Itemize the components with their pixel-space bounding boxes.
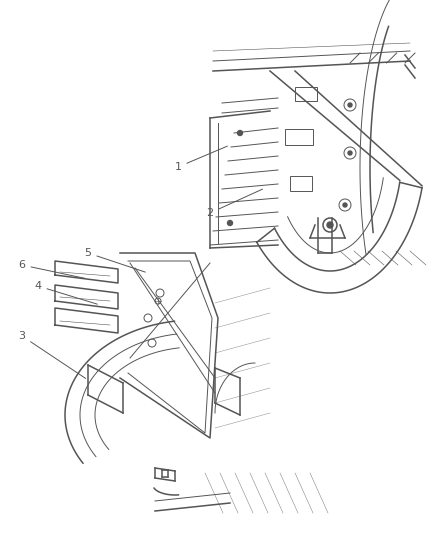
Text: 3: 3 bbox=[18, 331, 86, 378]
Bar bbox=[290, 176, 312, 191]
Circle shape bbox=[227, 221, 233, 225]
Text: 2: 2 bbox=[206, 189, 262, 218]
Text: 1: 1 bbox=[174, 146, 227, 172]
Text: 6: 6 bbox=[18, 260, 85, 278]
Circle shape bbox=[327, 222, 333, 228]
Text: 4: 4 bbox=[35, 281, 97, 304]
Circle shape bbox=[348, 103, 352, 107]
Bar bbox=[295, 87, 317, 101]
Bar bbox=[285, 129, 313, 145]
Circle shape bbox=[343, 203, 347, 207]
Text: 5: 5 bbox=[85, 248, 145, 272]
Circle shape bbox=[237, 131, 243, 135]
Circle shape bbox=[348, 151, 352, 155]
